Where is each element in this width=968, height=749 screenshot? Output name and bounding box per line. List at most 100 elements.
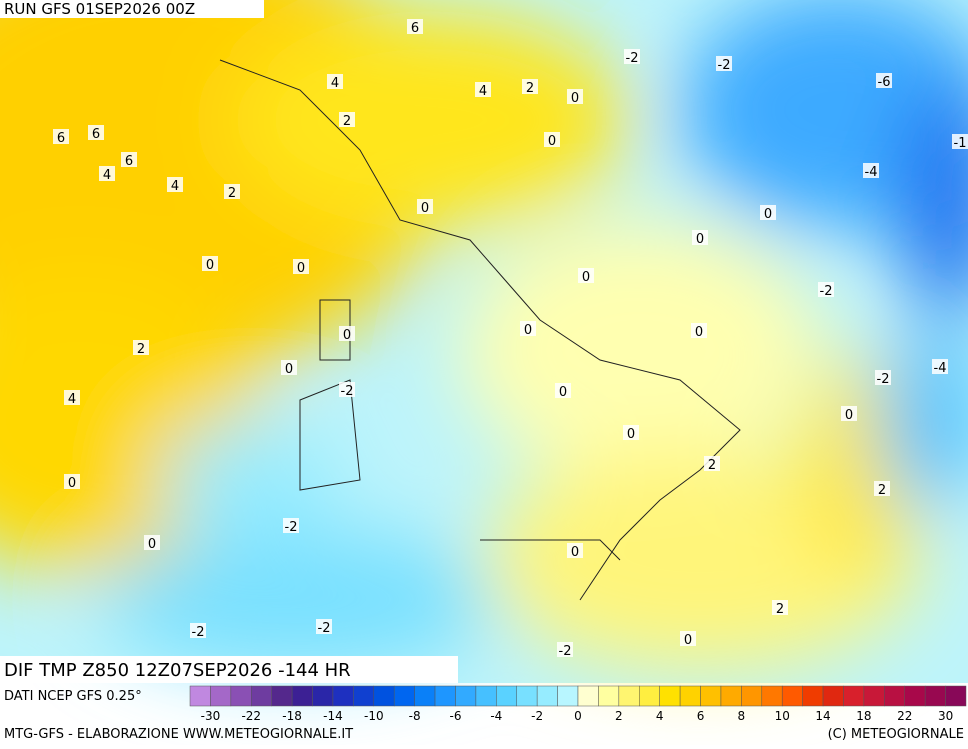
run-label: RUN GFS 01SEP2026 00Z xyxy=(4,0,195,18)
contour-label-bg xyxy=(760,205,776,220)
contour-label-bg xyxy=(578,268,594,283)
contour-label-bg xyxy=(293,259,309,274)
contour-label-bg xyxy=(327,74,343,89)
color-swatch xyxy=(924,685,946,707)
contour-label-bg xyxy=(281,360,297,375)
contour-label-bg xyxy=(624,49,640,64)
contour-label: 0 xyxy=(571,545,579,560)
color-swatch xyxy=(373,685,395,707)
color-swatch xyxy=(781,685,803,707)
contour-label: 0 xyxy=(524,323,532,338)
colorbar-tick-label: -10 xyxy=(364,709,384,723)
contour-label: 2 xyxy=(776,602,784,617)
contour-label: 0 xyxy=(297,261,305,276)
color-swatch xyxy=(353,685,375,707)
contour-label-bg xyxy=(133,340,149,355)
contour-label-bg xyxy=(339,326,355,341)
color-swatch xyxy=(843,685,865,707)
source-label: DATI NCEP GFS 0.25° xyxy=(4,689,142,704)
contour-label: -2 xyxy=(559,644,572,659)
color-swatch xyxy=(536,685,558,707)
color-swatch xyxy=(393,685,415,707)
title-box xyxy=(0,656,458,683)
colorbar-tick-label: -14 xyxy=(323,709,343,723)
color-swatch xyxy=(414,685,436,707)
contour-label: 0 xyxy=(582,270,590,285)
colorbar-tick-label: 4 xyxy=(656,709,664,723)
contour-label-bg xyxy=(932,359,948,374)
contour-label-bg xyxy=(567,543,583,558)
contour-label: -2 xyxy=(192,625,205,640)
contour-label-bg xyxy=(64,390,80,405)
contour-label-bg xyxy=(557,642,573,657)
contour-label: 2 xyxy=(526,81,534,96)
color-swatch xyxy=(822,685,844,707)
contour-label: 0 xyxy=(764,207,772,222)
color-swatch xyxy=(455,685,477,707)
contour-label: -2 xyxy=(820,284,833,299)
colorbar-tick-label: 18 xyxy=(856,709,871,723)
contour-label-bg xyxy=(224,184,240,199)
contour-label: -2 xyxy=(718,58,731,73)
contour-label: -2 xyxy=(341,384,354,399)
contour-label-bg xyxy=(692,230,708,245)
footer-left: MTG-GFS - ELABORAZIONE WWW.METEOGIORNALE… xyxy=(4,727,353,742)
color-swatch xyxy=(496,685,517,707)
colorbar-tick-label: -22 xyxy=(241,709,261,723)
contour-label: 6 xyxy=(411,21,419,36)
colorbar-tick-label: -30 xyxy=(201,709,221,723)
contour-label: 6 xyxy=(125,154,133,169)
color-swatch xyxy=(945,685,967,707)
header-box xyxy=(0,0,264,18)
color-swatch xyxy=(598,685,620,707)
contour-label-bg xyxy=(680,631,696,646)
color-swatch xyxy=(618,685,640,707)
color-swatch xyxy=(332,685,354,707)
color-swatch xyxy=(189,685,211,707)
contour-label: 6 xyxy=(92,127,100,142)
contour-label-bg xyxy=(417,199,433,214)
colorbar-tick-label: 6 xyxy=(697,709,705,723)
color-swatch xyxy=(557,685,579,707)
contour-label: 0 xyxy=(696,232,704,247)
contour-label: 4 xyxy=(331,76,339,91)
contour-label-bg xyxy=(190,623,206,638)
contour-label-bg xyxy=(64,474,80,489)
contour-label: -2 xyxy=(285,520,298,535)
contour-label-bg xyxy=(567,89,583,104)
contour-label-bg xyxy=(863,163,879,178)
contour-label-bg xyxy=(841,406,857,421)
contour-label-bg xyxy=(53,129,69,144)
contour-label-bg xyxy=(952,134,968,149)
color-swatch xyxy=(904,685,926,707)
colorbar-tick-label: -2 xyxy=(531,709,543,723)
contour-label-bg xyxy=(339,382,355,397)
color-swatch xyxy=(741,685,763,707)
colorbar-tick-label: 10 xyxy=(775,709,790,723)
contour-label: 0 xyxy=(548,134,556,149)
colorbar-tick-label: -4 xyxy=(490,709,502,723)
contour-label: 0 xyxy=(571,91,579,106)
contour-label-bg xyxy=(88,125,104,140)
color-swatch xyxy=(312,685,334,707)
contour-label-bg xyxy=(555,383,571,398)
contour-label: 0 xyxy=(343,328,351,343)
contour-label-bg xyxy=(544,132,560,147)
contour-label: 2 xyxy=(708,458,716,473)
contour-label-bg xyxy=(316,619,332,634)
contour-label: -2 xyxy=(626,51,639,66)
color-swatch xyxy=(863,685,885,707)
contour-label-bg xyxy=(691,323,707,338)
temperature-field xyxy=(0,0,968,683)
contour-label-bg xyxy=(167,177,183,192)
contour-label-bg xyxy=(876,73,892,88)
color-swatch xyxy=(210,685,232,707)
color-swatch xyxy=(679,685,701,707)
colorbar-tick-label: 30 xyxy=(938,709,953,723)
contour-label-bg xyxy=(339,112,355,127)
color-swatch xyxy=(516,685,538,707)
color-swatch xyxy=(720,685,742,707)
contour-label-bg xyxy=(818,282,834,297)
